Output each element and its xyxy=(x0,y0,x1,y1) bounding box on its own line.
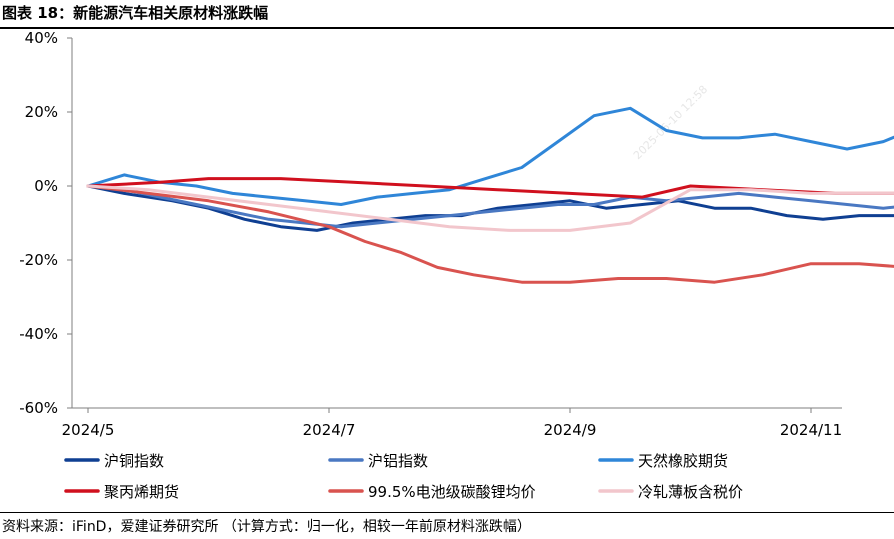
title-bar: 图表 18：新能源汽车相关原材料涨跌幅 xyxy=(0,0,894,29)
legend-label-2: 沪铝指数 xyxy=(368,452,428,470)
series-line-3 xyxy=(86,106,894,206)
x-tick-label: 2024/7 xyxy=(303,421,356,439)
source-note: 资料来源：iFinD，爱建证券研究所 （计算方式：归一化，相较一年前原材料涨跌幅… xyxy=(2,519,531,535)
y-tick-label: 40% xyxy=(25,29,58,47)
legend-label-3: 天然橡胶期货 xyxy=(638,452,728,470)
y-tick-label: -40% xyxy=(19,325,58,343)
series-lines xyxy=(86,106,894,284)
chart-title: 图表 18：新能源汽车相关原材料涨跌幅 xyxy=(2,4,269,22)
legend-label-4: 聚丙烯期货 xyxy=(104,483,179,501)
legend-label-1: 沪铜指数 xyxy=(104,452,164,470)
x-tick-label: 2024/9 xyxy=(544,421,597,439)
series-line-2 xyxy=(86,184,894,229)
legend-label-5: 99.5%电池级碳酸锂均价 xyxy=(368,483,536,501)
legend-label-6: 冷轧薄板含税价 xyxy=(638,483,743,501)
y-tick-label: 20% xyxy=(25,103,58,121)
y-tick-label: 0% xyxy=(34,177,58,195)
footer-divider xyxy=(0,512,894,513)
series-line-6 xyxy=(86,184,894,232)
series-line-1 xyxy=(86,184,894,232)
axes: 40% 20% 0% -20% -40% -60%2024/5 2024/7 2024/9 20… xyxy=(19,29,842,439)
series-line-5 xyxy=(86,184,894,284)
x-tick-label: 2024/5 xyxy=(62,421,115,439)
y-tick-label: -60% xyxy=(19,399,58,417)
watermark: 2025-06-10 12:58 xyxy=(631,83,710,162)
x-tick-label: 2024/11 xyxy=(780,421,842,439)
y-tick-label: -20% xyxy=(19,251,58,269)
